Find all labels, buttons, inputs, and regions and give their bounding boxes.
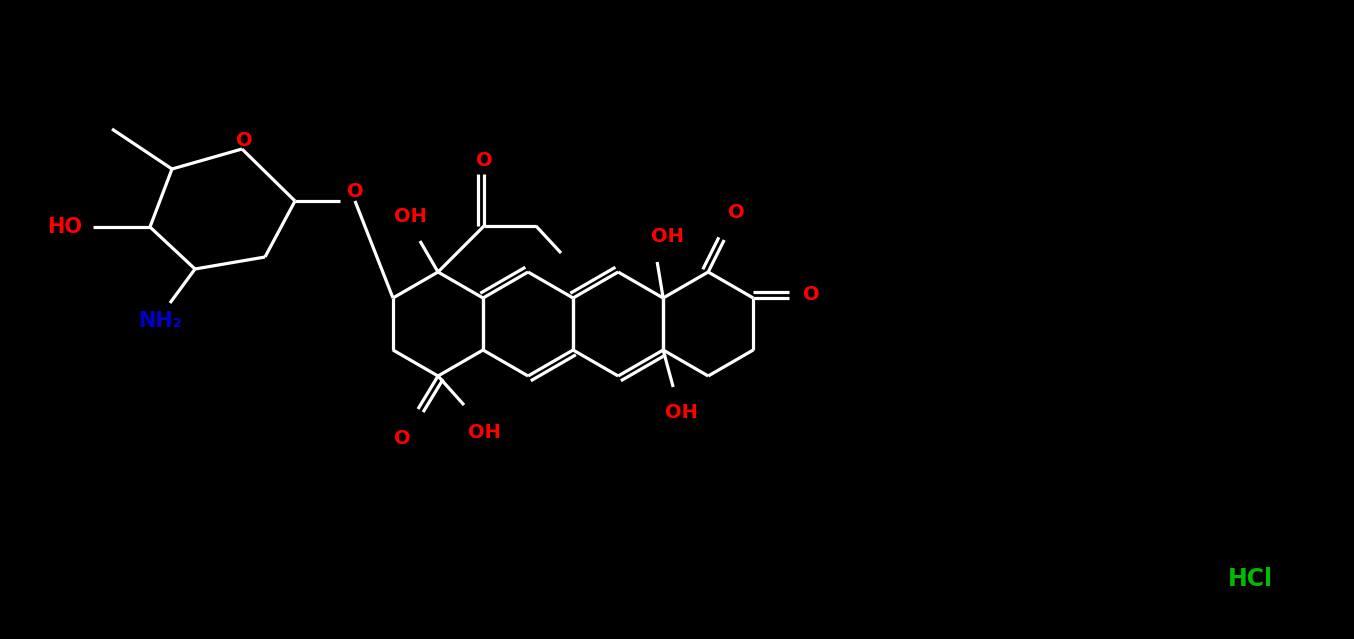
Text: O: O (236, 132, 252, 151)
Text: O: O (394, 429, 410, 447)
Text: HO: HO (47, 217, 83, 237)
Text: OH: OH (665, 403, 697, 422)
Text: O: O (728, 203, 745, 222)
Text: O: O (475, 151, 493, 169)
Text: OH: OH (394, 206, 427, 226)
Text: NH₂: NH₂ (138, 311, 181, 331)
Text: OH: OH (467, 422, 501, 442)
Text: O: O (347, 181, 363, 201)
Text: HCl: HCl (1228, 567, 1273, 591)
Text: O: O (803, 284, 819, 304)
Text: OH: OH (651, 226, 684, 245)
